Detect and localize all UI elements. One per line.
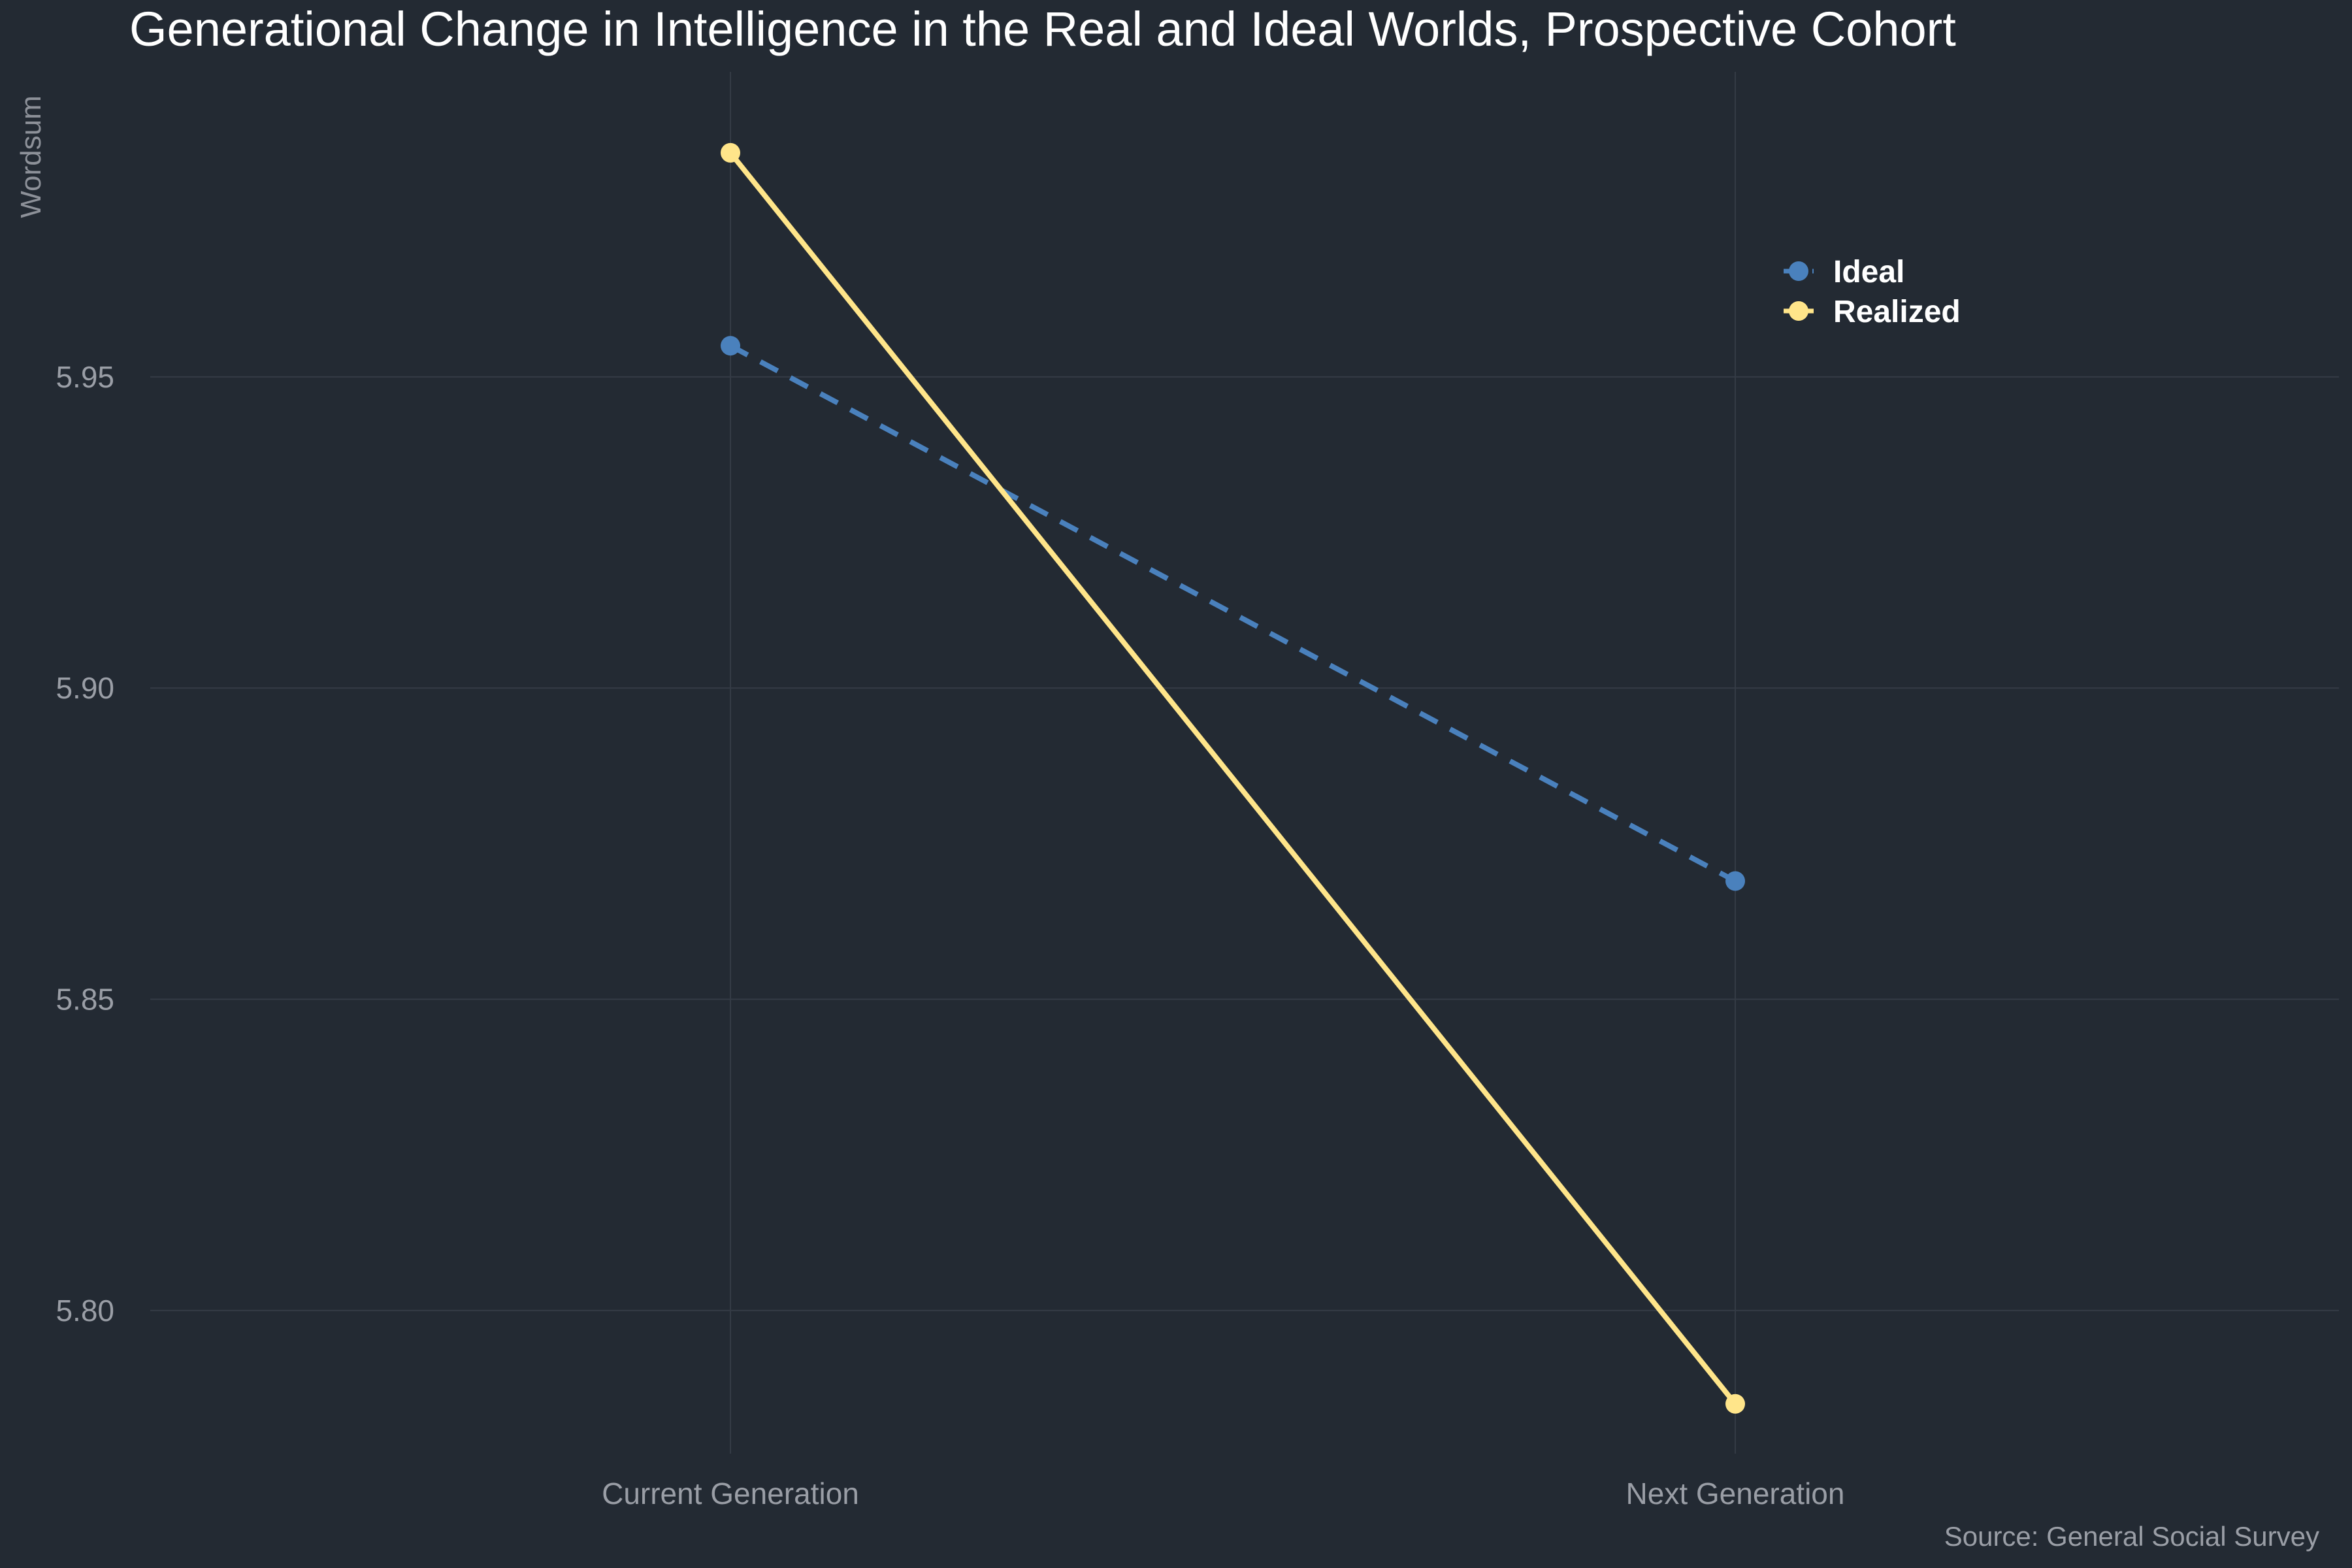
x-tick-label: Next Generation: [1626, 1477, 1845, 1511]
y-tick-label: 5.85: [56, 983, 114, 1017]
legend-marker-realized: [1789, 301, 1808, 321]
chart-title: Generational Change in Intelligence in t…: [129, 2, 1956, 56]
axis-labels: 5.80 5.85 5.90 5.95 Current Generation Next G…: [56, 360, 1844, 1511]
y-tick-label: 5.95: [56, 360, 114, 394]
legend-marker-ideal: [1789, 261, 1808, 281]
y-tick-label: 5.90: [56, 671, 114, 705]
data-point-ideal: [721, 336, 740, 356]
grid-lines: [150, 72, 2339, 1454]
legend-item-ideal: Ideal: [1784, 255, 1904, 289]
legend-label-ideal: Ideal: [1833, 255, 1904, 289]
data-point-realized: [1725, 1394, 1745, 1414]
source-caption: Source: General Social Survey: [1944, 1521, 2319, 1552]
legend-item-realized: Realized: [1784, 295, 1961, 329]
x-tick-label: Current Generation: [602, 1477, 859, 1511]
legend: Ideal Realized: [1784, 255, 1961, 329]
data-point-ideal: [1725, 871, 1745, 891]
data-series: [721, 142, 1745, 1414]
data-point-realized: [721, 142, 740, 163]
series-line-realized: [728, 151, 1738, 1406]
y-tick-label: 5.80: [56, 1294, 114, 1328]
y-axis-title: Wordsum: [15, 95, 47, 218]
legend-label-realized: Realized: [1833, 295, 1961, 329]
